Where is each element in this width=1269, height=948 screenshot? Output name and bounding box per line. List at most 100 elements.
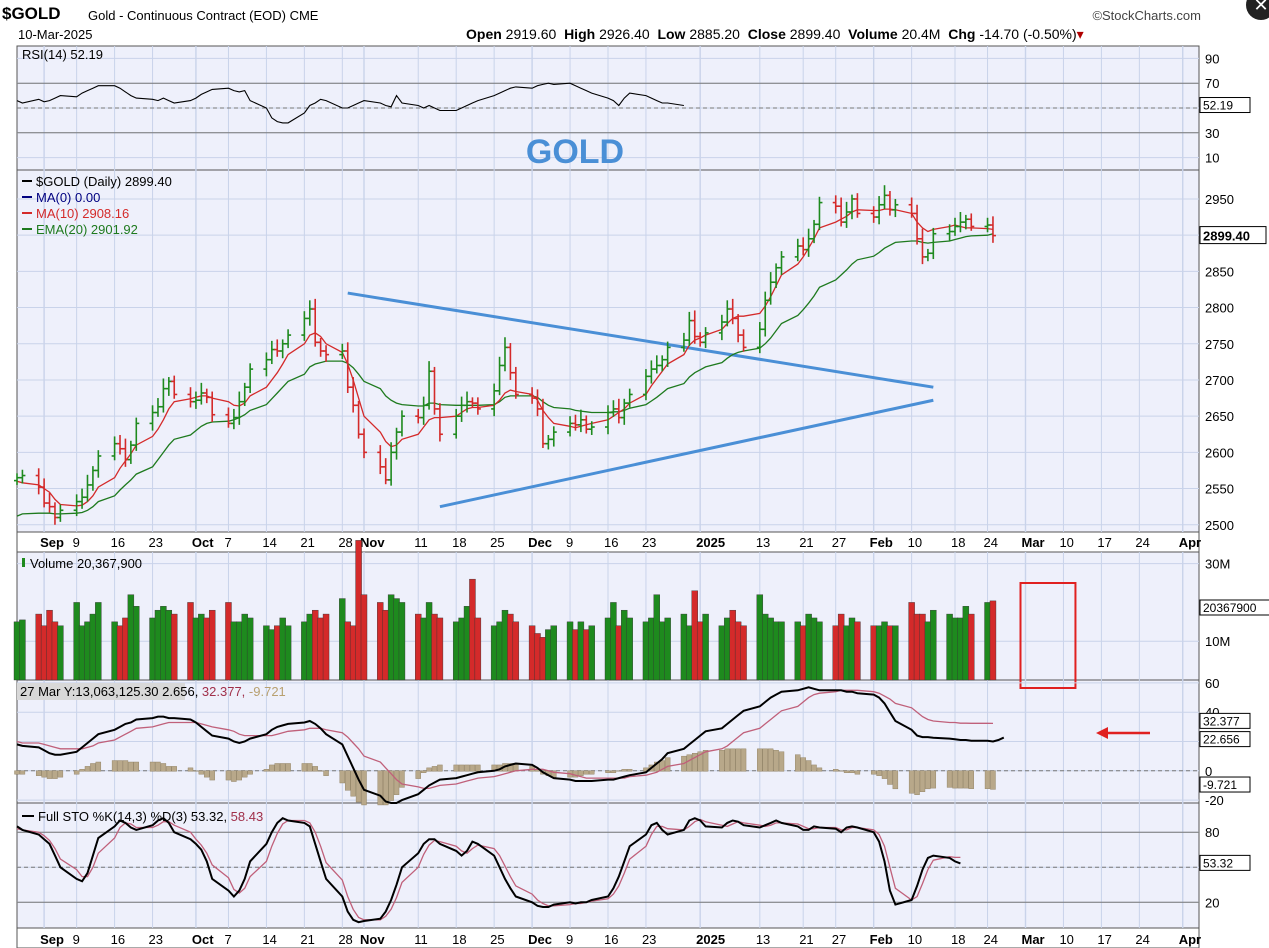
- macd-histogram-bar: [475, 764, 481, 772]
- rsi-current-label: 52.19: [1203, 99, 1233, 113]
- macd-histogram-bar: [762, 748, 768, 772]
- volume-bar: [415, 613, 422, 681]
- rsi-tick-label: 70: [1205, 76, 1219, 91]
- macd-histogram-bar: [133, 761, 139, 772]
- macd-histogram-bar: [345, 770, 351, 791]
- macd-histogram-bar: [735, 748, 741, 772]
- brand-label[interactable]: ©StockCharts.com: [1092, 8, 1201, 23]
- macd-histogram-bar: [301, 763, 308, 772]
- volume-bar: [263, 625, 270, 681]
- date-tick-label: 21: [799, 932, 813, 947]
- macd-crosshair-label-bg: [17, 683, 185, 700]
- sto-k-line: [16, 817, 961, 924]
- date-tick-label: Oct: [192, 932, 214, 947]
- macd-signal-value-label: 32.377,: [202, 684, 249, 699]
- macd-histogram-bar: [724, 748, 730, 772]
- macd-histogram-bar: [984, 770, 991, 789]
- volume-bar: [702, 613, 709, 681]
- date-tick-label: Mar: [1021, 932, 1044, 947]
- volume-bar: [886, 625, 894, 681]
- volume-current-box: [1199, 599, 1269, 616]
- macd-histogram-bar: [795, 754, 801, 772]
- macd-current-label-box: [1199, 731, 1251, 748]
- sto-current-label: 53.32: [1203, 856, 1233, 870]
- macd-histogram-bar: [399, 770, 405, 788]
- volume-bar: [322, 613, 330, 681]
- rsi-legend: RSI(14) 52.19: [22, 47, 103, 62]
- macd-histogram-bar: [193, 770, 199, 772]
- macd-histogram-bar: [589, 770, 595, 775]
- date-tick-label: 10: [1059, 932, 1073, 947]
- date-tick-label: 23: [149, 535, 163, 550]
- volume-bar: [794, 621, 801, 681]
- date-tick-label: 14: [262, 535, 276, 550]
- trendline: [347, 291, 934, 389]
- macd-histogram-bar: [968, 770, 974, 789]
- volume-bar: [198, 613, 205, 681]
- volume-bar: [566, 621, 574, 681]
- volume-bar: [767, 617, 774, 681]
- volume-bar: [734, 621, 742, 681]
- price-tick-label: 2550: [1205, 482, 1234, 497]
- exchange-label: CME: [289, 8, 319, 23]
- macd-histogram-bar: [155, 761, 161, 772]
- volume-bar: [875, 625, 883, 681]
- macd-histogram-bar: [122, 760, 129, 772]
- volume-bar: [837, 613, 845, 681]
- volume-bar: [95, 602, 102, 681]
- macd-histogram-bar: [437, 764, 443, 772]
- sto-tick-label: 20: [1205, 895, 1219, 910]
- red-arrow-icon: [1096, 727, 1108, 739]
- macd-histogram-bar: [767, 748, 774, 772]
- date-tick-label: 16: [604, 932, 618, 947]
- macd-histogram-bar: [19, 770, 26, 775]
- date-tick-label: 18: [951, 932, 965, 947]
- macd-histogram-bar: [453, 764, 459, 772]
- macd-histogram-bar: [811, 764, 817, 772]
- macd-histogram-bar: [773, 750, 779, 772]
- volume-bar: [946, 613, 953, 681]
- date-tick-label: 24: [1135, 535, 1149, 550]
- volume-bar: [550, 625, 557, 681]
- volume-bar: [436, 617, 444, 681]
- macd-histogram-bar: [686, 754, 693, 772]
- date-tick-label: Sep: [40, 932, 64, 947]
- volume-bar: [425, 602, 433, 681]
- volume-bar: [534, 633, 541, 681]
- date-tick-label: 21: [300, 535, 314, 550]
- volume-bar: [572, 629, 579, 681]
- volume-bar: [171, 613, 178, 681]
- volume-bar: [642, 621, 650, 681]
- macd-histogram-bar: [854, 770, 861, 775]
- macd-histogram-bar: [816, 767, 823, 772]
- macd-histogram-bar: [469, 764, 476, 772]
- macd-histogram-bar: [697, 751, 703, 772]
- macd-histogram-bar: [269, 764, 275, 772]
- volume-bar: [729, 609, 736, 681]
- date-tick-label: Sep: [40, 535, 64, 550]
- date-tick-label: 9: [73, 535, 80, 550]
- volume-bar: [724, 617, 731, 681]
- volume-bar: [951, 617, 959, 681]
- close-icon[interactable]: ✕: [1246, 0, 1269, 20]
- volume-bar: [19, 619, 26, 681]
- trendline: [439, 398, 934, 509]
- macd-histogram-bar: [35, 770, 42, 776]
- macd-histogram-bar: [90, 763, 96, 772]
- macd-histogram-bar: [458, 764, 465, 772]
- macd-histogram-bar: [166, 766, 172, 772]
- date-tick-label: 16: [604, 535, 618, 550]
- volume-bar: [528, 625, 536, 681]
- macd-histogram-bar: [350, 770, 356, 797]
- date-tick-label: 2025: [696, 535, 725, 550]
- date-tick-label: 7: [224, 932, 231, 947]
- macd-histogram-bar: [610, 770, 617, 773]
- volume-bar: [420, 617, 427, 681]
- date-tick-label: 14: [262, 932, 276, 947]
- price-current-label: 2899.40: [1203, 229, 1250, 244]
- volume-bar: [816, 621, 823, 681]
- macd-histogram-bar: [876, 770, 882, 776]
- price-tick-label: 2600: [1205, 445, 1234, 460]
- volume-bar: [344, 621, 351, 681]
